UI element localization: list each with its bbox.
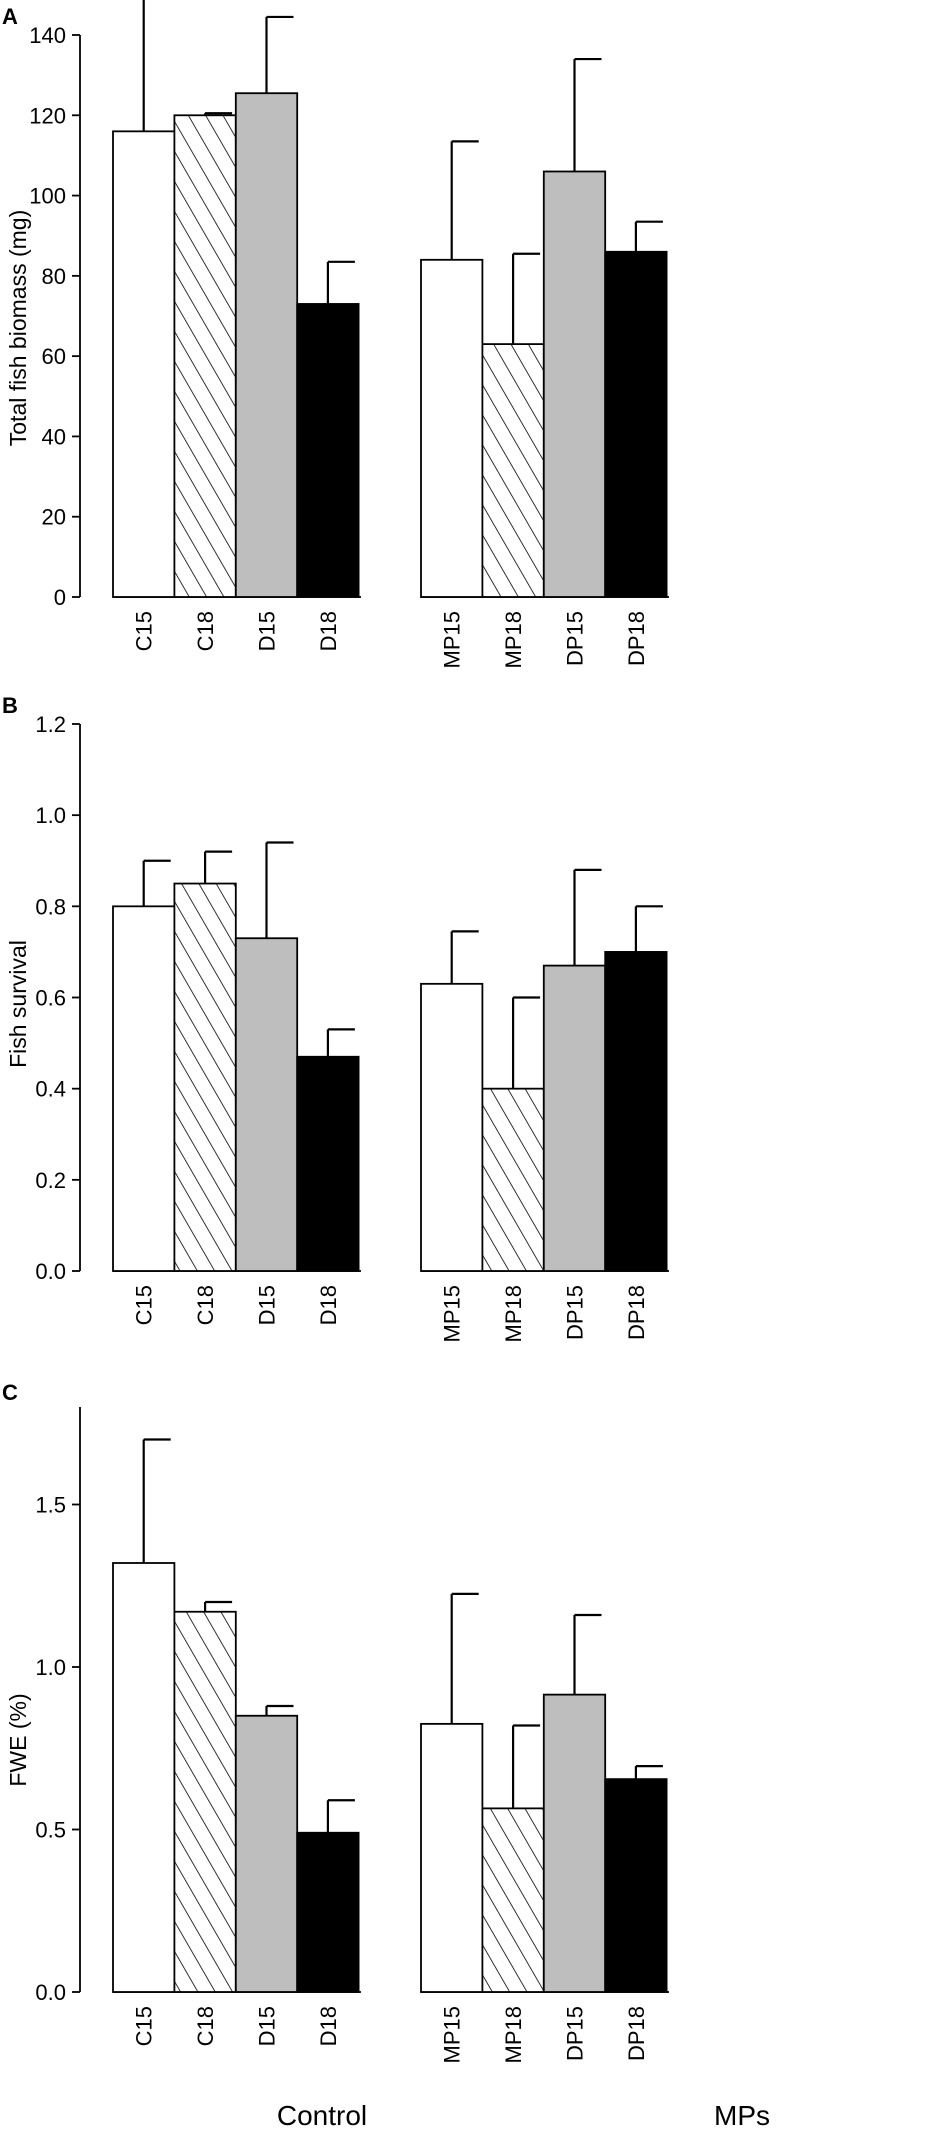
bar-c18 <box>173 882 237 1272</box>
y-axis-label: Total fish biomass (mg) <box>5 210 31 446</box>
x-tick-label: MP15 <box>440 2006 465 2063</box>
x-tick-label: D15 <box>255 2006 280 2046</box>
y-tick-label: 1.0 <box>35 803 66 828</box>
y-axis-label: Fish survival <box>5 940 31 1068</box>
x-tick-label: C18 <box>193 611 218 651</box>
x-tick-label: D18 <box>316 1285 341 1325</box>
panel-c: C FWE (%) 0.0 0.5 1.0 1.5 C15 C18 D15 D18 MP15 MP… <box>2 1380 669 2063</box>
y-tick-label: 0.0 <box>35 1259 66 1284</box>
y-axis-label: FWE (%) <box>5 1693 31 1786</box>
y-tick-label: 0.0 <box>35 1980 66 2005</box>
bar-d15 <box>234 937 299 1272</box>
y-tick-label: 1.5 <box>35 1493 66 1518</box>
bar-d15 <box>234 92 299 598</box>
bar-mp15 <box>420 1722 484 1993</box>
bar-mp18 <box>481 343 545 598</box>
bar-c15 <box>112 130 176 598</box>
y-tick-label: 60 <box>42 344 66 369</box>
x-tick-label: DP15 <box>563 611 588 666</box>
panel-a: A Total fish biomass (mg) 0 20 40 60 80 100 12… <box>2 0 669 668</box>
x-tick-label: C15 <box>132 611 157 651</box>
group-label-control: Control <box>277 2100 367 2131</box>
bar-c15 <box>112 905 176 1272</box>
x-tick-label: DP15 <box>563 1285 588 1340</box>
bar-c18 <box>173 1610 237 1993</box>
x-tick-label: D18 <box>316 2006 341 2046</box>
x-tick-label: C15 <box>132 2006 157 2046</box>
y-tick-label: 40 <box>42 424 66 449</box>
x-tick-label: D15 <box>255 1285 280 1325</box>
y-tick-label: 80 <box>42 264 66 289</box>
x-tick-label: DP18 <box>624 2006 649 2061</box>
y-tick-label: 0.2 <box>35 1168 66 1193</box>
panel-letter: A <box>2 4 18 29</box>
y-tick-label: 0 <box>54 585 66 610</box>
panel-b: B Fish survival 0.0 0.2 0.4 0.6 0.8 1.0 1.2 C15… <box>2 693 669 1342</box>
y-tick-label: 140 <box>29 23 66 48</box>
bar-dp18 <box>604 250 668 598</box>
bar-d18 <box>296 1831 360 1993</box>
x-tick-label: C15 <box>132 1285 157 1325</box>
x-tick-label: MP18 <box>501 611 526 668</box>
panel-letter: B <box>2 693 18 718</box>
y-tick-label: 0.4 <box>35 1077 66 1102</box>
x-tick-label: DP15 <box>563 2006 588 2061</box>
bar-d18 <box>296 303 360 598</box>
x-tick-label: MP18 <box>501 2006 526 2063</box>
x-tick-label: D15 <box>255 611 280 651</box>
panel-letter: C <box>2 1380 18 1405</box>
x-tick-label: DP18 <box>624 611 649 666</box>
x-tick-label: DP18 <box>624 1285 649 1340</box>
bar-d18 <box>296 1055 360 1272</box>
bar-c15 <box>112 1562 176 1993</box>
y-tick-label: 1.2 <box>35 712 66 737</box>
bar-mp18 <box>481 1087 545 1272</box>
bar-d15 <box>234 1714 299 1993</box>
bar-c18 <box>173 114 237 598</box>
y-tick-label: 100 <box>29 184 66 209</box>
x-tick-label: C18 <box>193 2006 218 2046</box>
bar-dp18 <box>604 951 668 1272</box>
bar-dp18 <box>604 1778 668 1993</box>
bar-mp15 <box>420 982 484 1272</box>
group-labels: Control MPs <box>277 2100 770 2131</box>
bar-mp18 <box>481 1807 545 1993</box>
x-tick-label: MP18 <box>501 1285 526 1342</box>
y-tick-label: 0.6 <box>35 986 66 1011</box>
x-tick-label: D18 <box>316 611 341 651</box>
y-tick-label: 20 <box>42 505 66 530</box>
bar-dp15 <box>542 1693 607 1993</box>
bar-dp15 <box>542 170 607 598</box>
bar-mp15 <box>420 258 484 598</box>
bar-dp15 <box>542 964 607 1272</box>
x-tick-label: MP15 <box>440 1285 465 1342</box>
x-tick-label: MP15 <box>440 611 465 668</box>
y-tick-label: 120 <box>29 103 66 128</box>
group-label-mps: MPs <box>714 2100 770 2131</box>
y-tick-label: 1.0 <box>35 1655 66 1680</box>
y-tick-label: 0.8 <box>35 894 66 919</box>
y-tick-label: 0.5 <box>35 1818 66 1843</box>
x-tick-label: C18 <box>193 1285 218 1325</box>
